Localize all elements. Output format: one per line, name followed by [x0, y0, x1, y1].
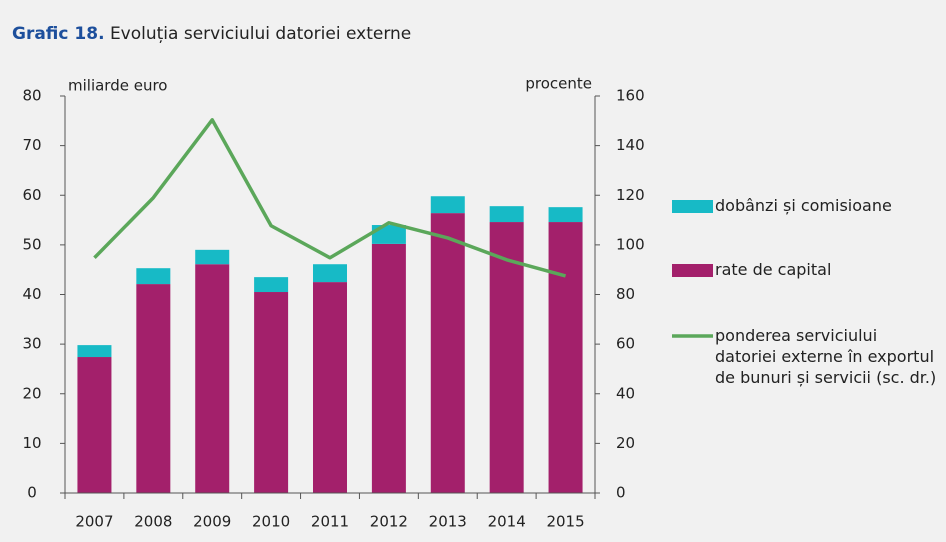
y2-tick-label: 140 — [616, 136, 645, 154]
y2-tick-label: 100 — [616, 235, 645, 253]
y-axis-label: miliarde euro — [68, 77, 167, 95]
x-tick-label: 2014 — [488, 513, 526, 531]
x-tick-label: 2010 — [252, 513, 290, 531]
chart-title: Grafic 18. Evoluția serviciului datoriei… — [12, 24, 411, 44]
y2-tick-label: 0 — [616, 484, 626, 502]
bar — [313, 264, 347, 283]
x-tick-label: 2013 — [429, 513, 467, 531]
y2-tick-label: 60 — [616, 335, 635, 353]
x-tick-label: 2012 — [370, 513, 408, 531]
x-tick-label: 2007 — [75, 513, 113, 531]
bar — [371, 243, 406, 493]
bar — [195, 264, 230, 493]
bar — [136, 268, 171, 285]
y-tick-label: 30 — [22, 335, 41, 353]
bar — [77, 345, 112, 358]
title-text: Evoluția serviciului datoriei externe — [109, 24, 412, 44]
y2-tick-label: 160 — [616, 87, 645, 105]
y2-tick-label: 20 — [616, 434, 635, 452]
y-tick-label: 50 — [22, 235, 41, 253]
y-tick-label: 20 — [22, 384, 41, 402]
x-tick-label: 2009 — [193, 513, 231, 531]
bar — [548, 222, 583, 494]
bar — [136, 284, 171, 493]
y-tick-label: 10 — [22, 434, 41, 452]
legend-label: ponderea serviciului datoriei externe în… — [715, 326, 937, 387]
y2-tick-label: 40 — [616, 384, 635, 402]
x-tick-label: 2008 — [134, 513, 172, 531]
x-tick-label: 2015 — [546, 513, 584, 531]
y-tick-label: 80 — [22, 87, 41, 105]
bar — [430, 213, 465, 494]
y-tick-label: 60 — [22, 186, 41, 204]
bar — [195, 249, 230, 265]
bar — [254, 277, 289, 293]
y-tick-label: 40 — [22, 285, 41, 303]
x-tick-label: 2011 — [311, 513, 349, 531]
line-series — [93, 118, 567, 278]
y2-tick-label: 120 — [616, 186, 645, 204]
y2-tick-label: 80 — [616, 285, 635, 303]
bar — [77, 357, 112, 493]
bar — [548, 207, 583, 223]
legend-swatch — [672, 264, 713, 277]
bar — [489, 222, 524, 494]
bar — [313, 282, 347, 493]
title-prefix: Grafic 18. — [12, 24, 105, 44]
bar — [254, 292, 289, 493]
y2-axis-label: procente — [525, 75, 592, 93]
legend-label: rate de capital — [715, 260, 832, 279]
bar — [489, 206, 524, 223]
legend-label: dobânzi și comisioane — [715, 196, 892, 215]
bar — [430, 196, 465, 214]
y-tick-label: 70 — [22, 136, 41, 154]
y-tick-label: 0 — [27, 484, 37, 502]
legend-swatch — [672, 200, 713, 213]
